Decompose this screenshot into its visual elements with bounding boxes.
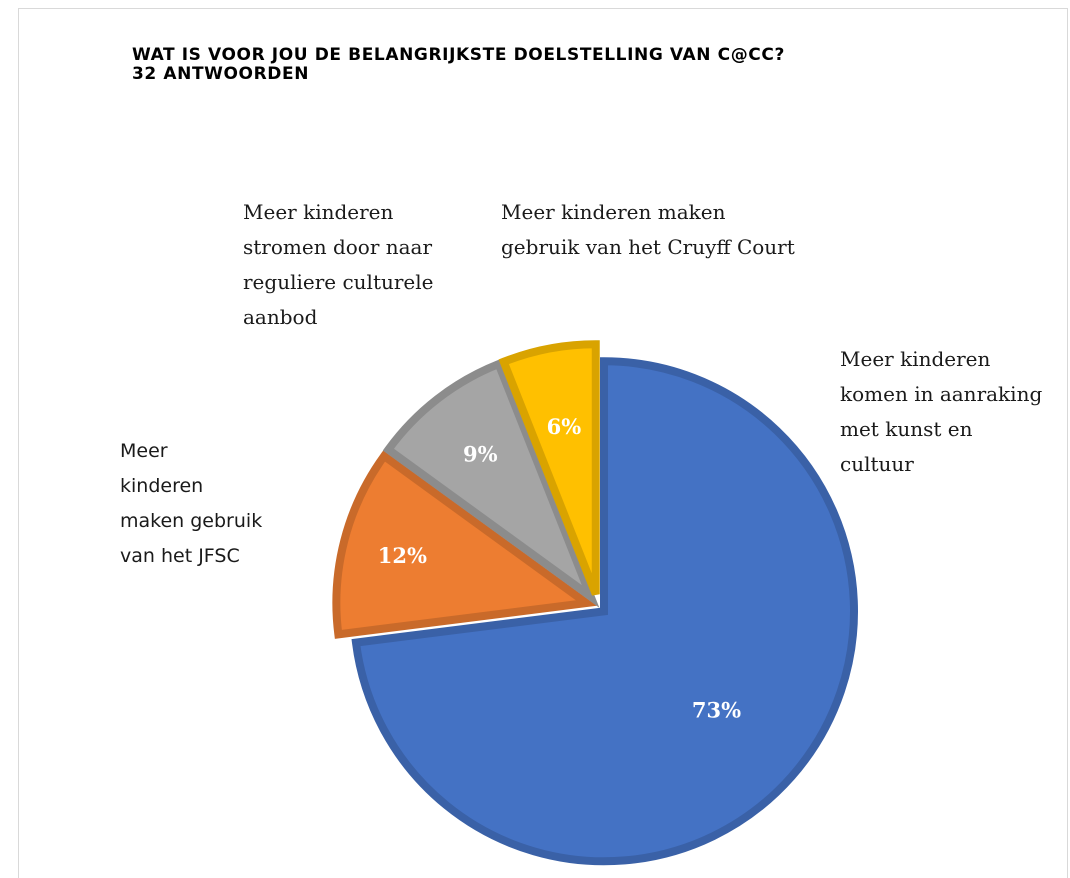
pct-label-kunst: 73% <box>692 697 741 722</box>
slice-jfsc <box>332 450 597 639</box>
label-line: van het JFSC <box>120 545 240 567</box>
pct-label-regulier: 9% <box>463 441 498 466</box>
label-line: met kunst en <box>840 417 973 441</box>
label-line: Meer <box>120 440 168 462</box>
label-line: Meer kinderen <box>840 347 991 371</box>
legend-label-jfsc: Meer kinderen maken gebruik van het JFSC <box>120 434 262 574</box>
label-line: Meer kinderen <box>243 200 394 224</box>
legend-label-cruyff: Meer kinderen maken gebruik van het Cruy… <box>501 195 795 265</box>
pct-label-cruyff: 6% <box>547 414 582 439</box>
pct-label-jfsc: 12% <box>378 543 427 568</box>
label-line: aanbod <box>243 305 318 329</box>
label-line: stromen door naar <box>243 235 433 259</box>
label-line: cultuur <box>840 452 914 476</box>
label-line: maken gebruik <box>120 510 263 532</box>
legend-label-regulier: Meer kinderen stromen door naar regulier… <box>243 195 434 335</box>
label-line: gebruik van het Cruyff Court <box>501 235 795 259</box>
chart-subtitle: 32 ANTWOORDEN <box>132 64 310 84</box>
slice-regulier <box>382 358 600 608</box>
label-line: reguliere culturele <box>243 270 434 294</box>
chart-title-block: WAT IS VOOR JOU DE BELANGRIJKSTE DOELSTE… <box>132 46 785 84</box>
chart-title: WAT IS VOOR JOU DE BELANGRIJKSTE DOELSTE… <box>132 45 785 65</box>
label-line: Meer kinderen maken <box>501 200 726 224</box>
slice-kunst <box>351 357 858 866</box>
slice-cruyff <box>498 340 600 596</box>
label-line: komen in aanraking <box>840 382 1043 406</box>
chart-frame <box>18 8 1068 878</box>
legend-label-kunst: Meer kinderen komen in aanraking met kun… <box>840 342 1042 482</box>
label-line: kinderen <box>120 475 204 497</box>
